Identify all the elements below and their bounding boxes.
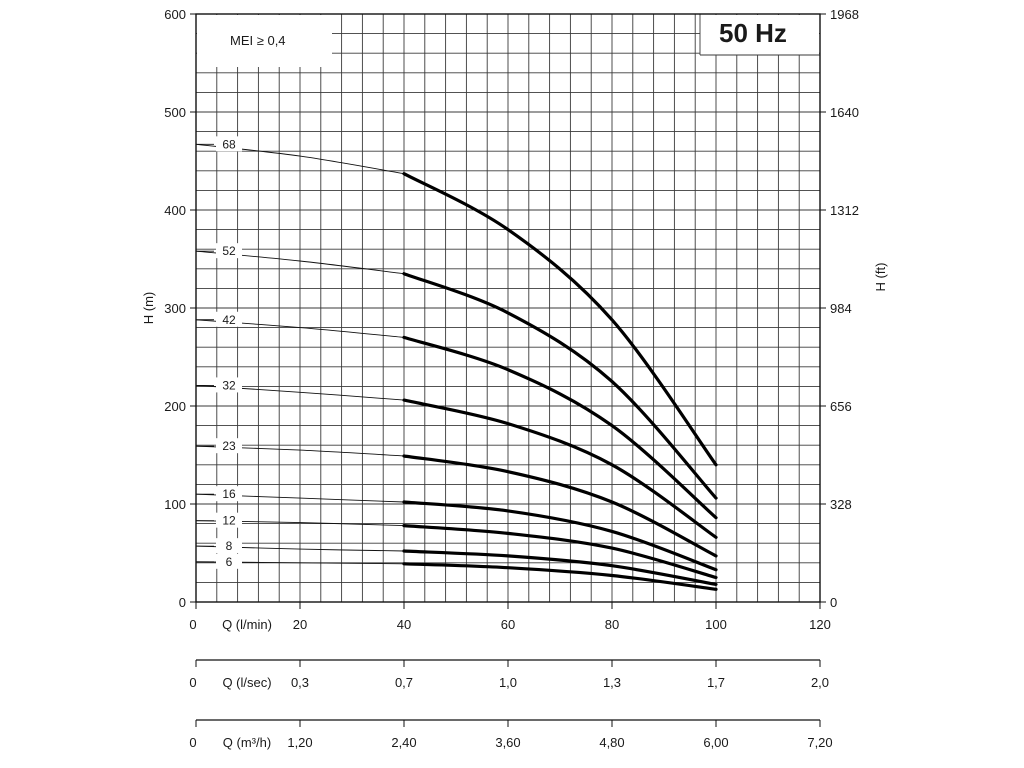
curve-label-42: 42 <box>222 313 236 327</box>
x-axis-label: Q (l/min) <box>222 617 272 632</box>
header-boxes <box>197 14 820 67</box>
x-tick-label: 40 <box>397 617 411 632</box>
curve-label-bg <box>216 377 242 393</box>
x-tick-label: 7,20 <box>807 735 832 750</box>
curve-label-bg <box>216 538 242 554</box>
x-tick-label: 0 <box>189 675 196 690</box>
curve-label-bg <box>216 136 242 152</box>
curve-label-8: 8 <box>226 539 233 553</box>
curve-68 <box>402 172 718 467</box>
curve-23 <box>402 454 718 558</box>
curve-label-6: 6 <box>226 555 233 569</box>
curve-12 <box>402 524 718 580</box>
x-tick-label: 1,0 <box>499 675 517 690</box>
curve-8 <box>402 549 718 586</box>
curve-label-bg <box>216 311 242 327</box>
x-tick-label: 6,00 <box>703 735 728 750</box>
x-tick-label: 4,80 <box>599 735 624 750</box>
x-tick-label: 0,3 <box>291 675 309 690</box>
x-tick-label: 120 <box>809 617 831 632</box>
curve-6 <box>402 562 718 591</box>
y-left-tick-label: 200 <box>164 399 186 414</box>
y-left-tick-label: 500 <box>164 105 186 120</box>
x-tick-label: 2,0 <box>811 675 829 690</box>
y-right-label: H (ft) <box>873 263 888 292</box>
x-tick-label: 1,7 <box>707 675 725 690</box>
curve-label-bg <box>216 512 242 528</box>
y-left-tick-label: 300 <box>164 301 186 316</box>
y-left-tick-label: 0 <box>179 595 186 610</box>
y-right-tick-label: 328 <box>830 497 852 512</box>
x-tick-label: 3,60 <box>495 735 520 750</box>
y-right-tick-label: 1312 <box>830 203 859 218</box>
y-right-tick-label: 656 <box>830 399 852 414</box>
frequency-badge: 50 Hz <box>719 18 787 48</box>
y-left-tick-label: 100 <box>164 497 186 512</box>
x-tick-label: 0 <box>189 735 196 750</box>
y-left-label: H (m) <box>141 292 156 325</box>
x-tick-label: 0,7 <box>395 675 413 690</box>
y-right-tick-label: 0 <box>830 595 837 610</box>
x-tick-label: 1,3 <box>603 675 621 690</box>
curve-label-68: 68 <box>222 137 236 151</box>
mei-box <box>197 15 332 67</box>
curve-label-32: 32 <box>222 378 236 392</box>
x-axes: 0 20 40 60 80 100 120 Q (l/min) 0 0,3 0,7 1,0 1,3 1,7… <box>189 602 833 750</box>
x-tick-label: 0 <box>189 617 196 632</box>
y-right-tick-label: 1968 <box>830 7 859 22</box>
curve-label-bg <box>216 438 242 454</box>
curve-label-12: 12 <box>222 514 236 528</box>
curve-52 <box>402 272 718 500</box>
x-axis-label: Q (m³/h) <box>223 735 271 750</box>
curve-labels: 68 52 42 32 23 16 12 8 6 <box>196 136 242 569</box>
mei-note: MEI ≥ 0,4 <box>230 33 286 48</box>
curve-32 <box>402 398 718 539</box>
y-left-tick-label: 600 <box>164 7 186 22</box>
curve-label-16: 16 <box>222 487 236 501</box>
x-tick-label: 60 <box>501 617 515 632</box>
curve-42 <box>402 335 718 520</box>
badge-box <box>700 15 819 55</box>
curve-label-52: 52 <box>222 244 236 258</box>
y-right-tick-label: 984 <box>830 301 852 316</box>
x-axis-label: Q (l/sec) <box>222 675 271 690</box>
curve-16 <box>402 500 718 572</box>
curve-label-bg <box>216 553 242 569</box>
x-tick-label: 100 <box>705 617 727 632</box>
y-left-tick-label: 400 <box>164 203 186 218</box>
curve-label-bg <box>216 486 242 502</box>
x-tick-label: 1,20 <box>287 735 312 750</box>
x-tick-label: 80 <box>605 617 619 632</box>
y-left-ticks: 0 100 200 300 400 500 600 <box>164 7 196 610</box>
grid <box>196 14 820 602</box>
curve-label-23: 23 <box>222 439 236 453</box>
y-right-ticks: 0 328 656 984 1312 1640 1968 <box>820 7 859 610</box>
x-tick-label: 20 <box>293 617 307 632</box>
y-right-tick-label: 1640 <box>830 105 859 120</box>
curve-label-bg <box>216 243 242 259</box>
x-tick-label: 2,40 <box>391 735 416 750</box>
